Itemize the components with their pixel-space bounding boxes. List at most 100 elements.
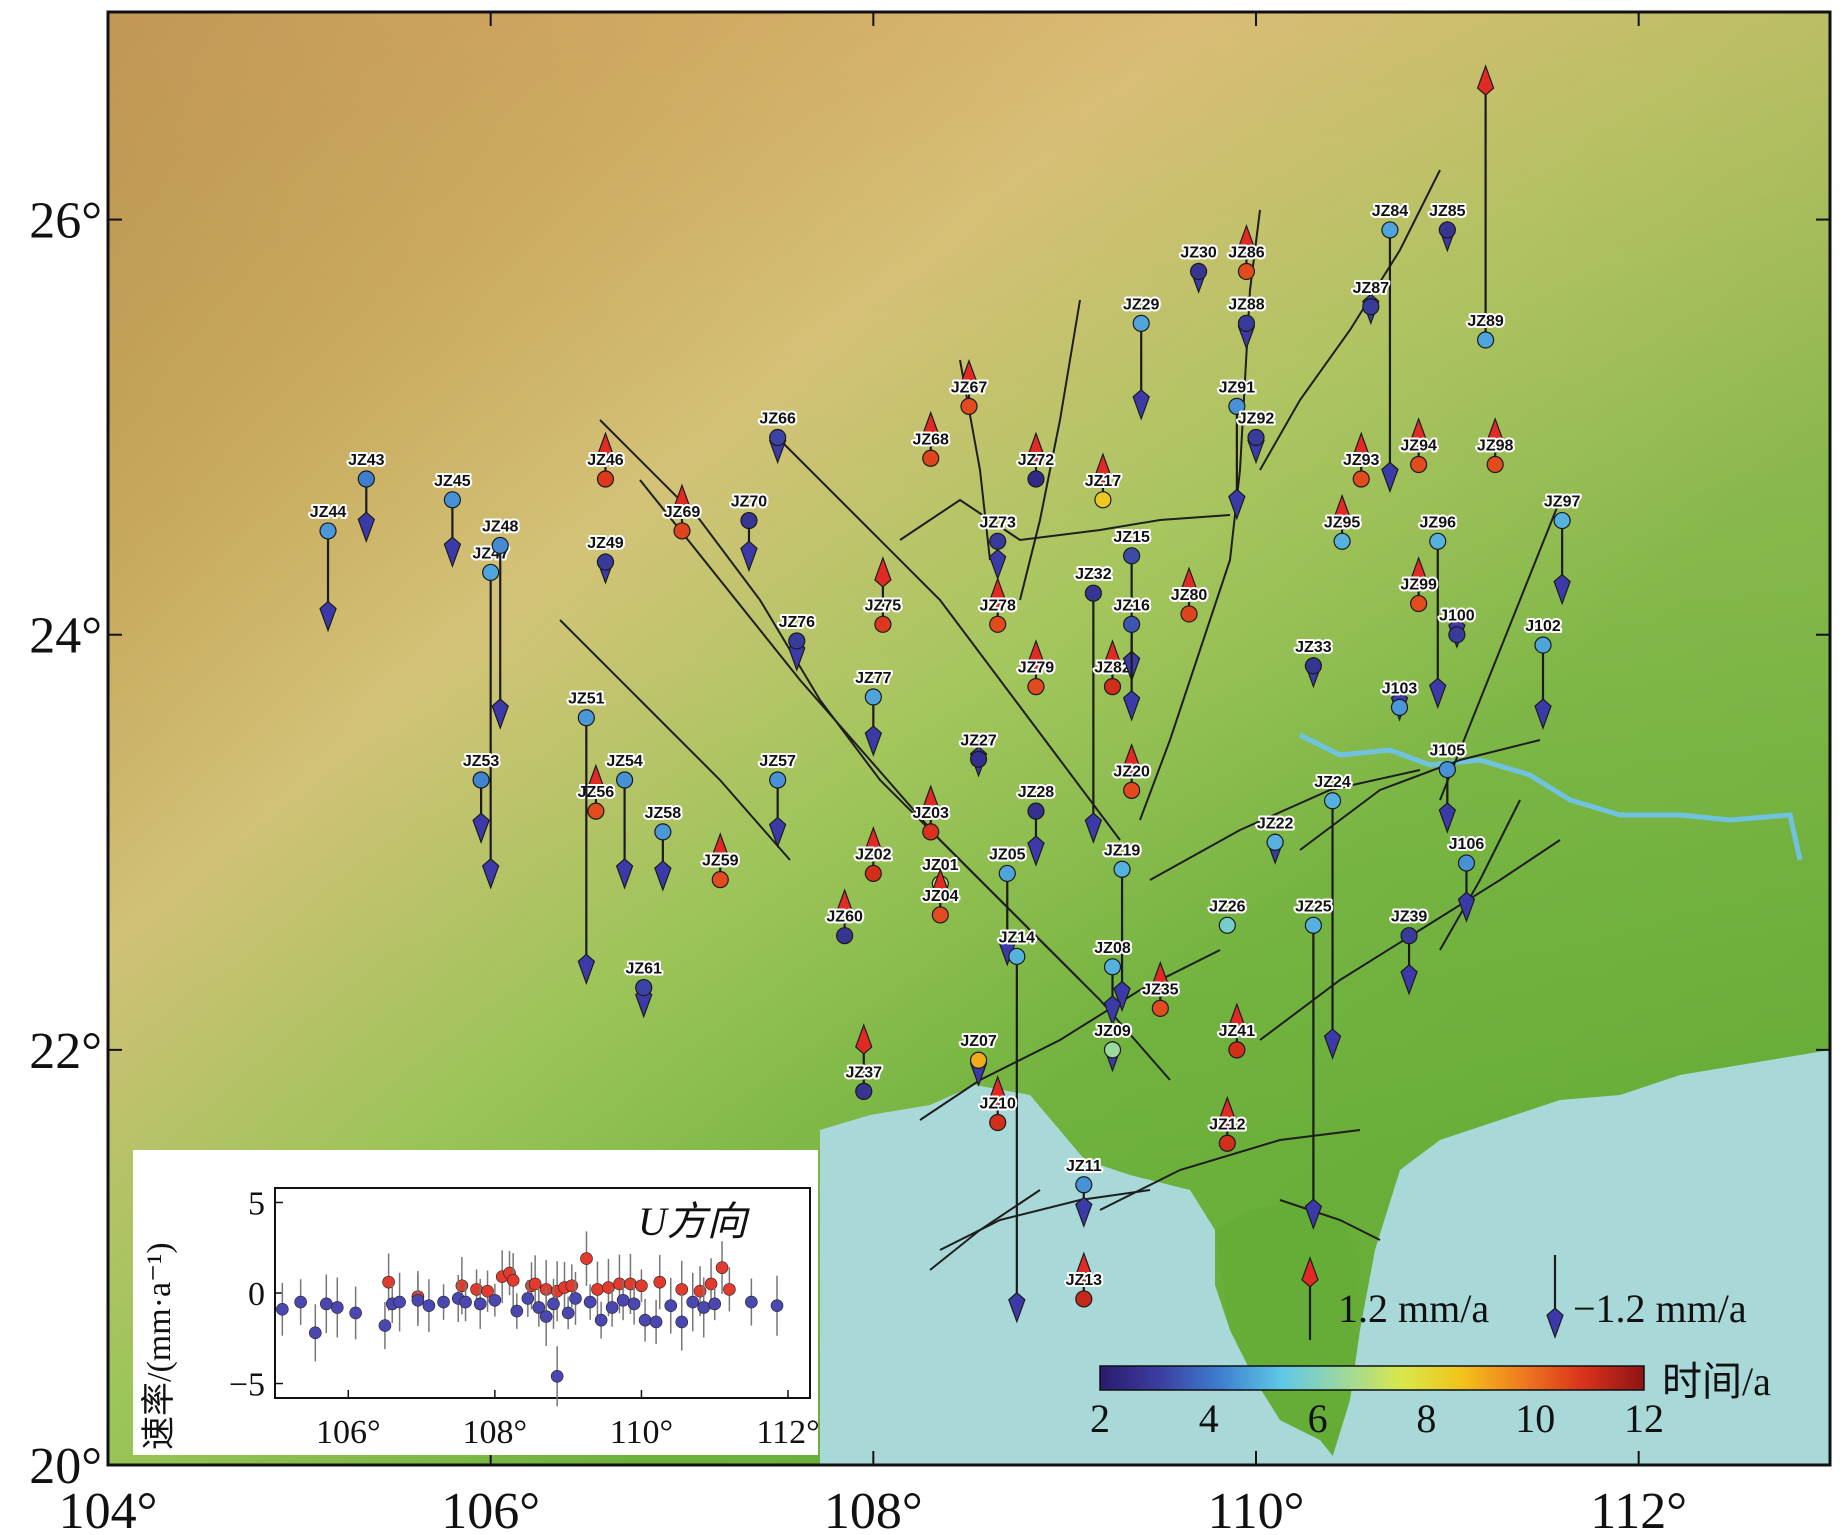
station-label: JZ45 bbox=[434, 473, 471, 490]
station-label-halo: JZ44 bbox=[310, 504, 347, 521]
station-marker bbox=[1237, 262, 1256, 281]
station-label-halo: JZ39 bbox=[1391, 909, 1428, 926]
velocity-arrow-head bbox=[1027, 835, 1045, 867]
inset-point bbox=[510, 1304, 524, 1318]
station-marker bbox=[1075, 1176, 1093, 1194]
station-marker bbox=[1333, 532, 1351, 550]
velocity-arrow-head bbox=[988, 1075, 1007, 1107]
station-label-halo: JZ43 bbox=[348, 452, 385, 469]
station-label-halo: JZ11 bbox=[1066, 1158, 1102, 1175]
inset-point bbox=[488, 1293, 502, 1307]
ref-down-label: −1.2 mm/a bbox=[1573, 1286, 1747, 1331]
station-label: JZ72 bbox=[1018, 452, 1055, 469]
station-label-halo: JZ66 bbox=[759, 411, 796, 428]
station-label: JZ98 bbox=[1477, 438, 1514, 455]
velocity-arrow-head bbox=[1122, 689, 1141, 722]
station-marker bbox=[1151, 999, 1169, 1017]
station-marker bbox=[1075, 1290, 1093, 1308]
station-label-halo: JZ48 bbox=[482, 518, 519, 535]
colorbar-tick-label: 6 bbox=[1308, 1396, 1328, 1441]
station-label: J103 bbox=[1382, 680, 1418, 697]
station-label: JZ32 bbox=[1075, 566, 1112, 583]
inset-point bbox=[330, 1301, 344, 1314]
station-marker bbox=[1476, 331, 1495, 349]
velocity-arrow-head bbox=[596, 431, 615, 464]
station-marker bbox=[596, 553, 615, 571]
station-label: JZ30 bbox=[1180, 244, 1217, 261]
station-label: JZ01 bbox=[922, 857, 959, 874]
station-label-halo: JZ75 bbox=[865, 597, 902, 614]
velocity-arrow-head bbox=[874, 556, 892, 588]
station-marker bbox=[836, 927, 854, 945]
velocity-arrow-head bbox=[1409, 556, 1428, 588]
station-label: JZ29 bbox=[1123, 296, 1160, 313]
station-label: JZ60 bbox=[826, 909, 863, 926]
station-label-halo: JZ30 bbox=[1180, 244, 1217, 261]
station-label: JZ89 bbox=[1467, 313, 1504, 330]
velocity-arrow-head bbox=[673, 483, 691, 516]
station-label-halo: JZ46 bbox=[587, 452, 624, 469]
lon-tick-label: 104° bbox=[59, 1483, 158, 1535]
map-border bbox=[106, 10, 1832, 1467]
station-label-halo: JZ60 bbox=[826, 909, 863, 926]
station-label-halo: JZ32 bbox=[1075, 566, 1112, 583]
velocity-arrow-head bbox=[1457, 891, 1476, 923]
station-label-halo: J105 bbox=[1430, 743, 1466, 760]
station-marker bbox=[472, 771, 490, 789]
station-marker bbox=[969, 1051, 988, 1069]
velocity-arrow-head bbox=[491, 698, 509, 730]
inset-point bbox=[638, 1313, 652, 1327]
velocity-arrow-head bbox=[587, 763, 605, 796]
station-marker bbox=[1438, 221, 1456, 239]
station-marker bbox=[1103, 958, 1122, 976]
station-label: JZ07 bbox=[960, 1033, 997, 1050]
station-marker bbox=[1438, 761, 1456, 779]
velocity-arrow-head bbox=[864, 826, 883, 858]
inset-point bbox=[276, 1302, 289, 1316]
station-label-halo: JZ28 bbox=[1018, 784, 1055, 801]
inset-point bbox=[294, 1295, 307, 1309]
station-marker bbox=[769, 428, 787, 447]
inset-chart: U方向 速率/(mm·a⁻¹) 106° 108° 110° 112° 5 0 −5 bbox=[133, 1150, 820, 1455]
velocity-arrow-head bbox=[1438, 802, 1457, 834]
station-label-halo: JZ61 bbox=[625, 961, 662, 978]
lat-tick-label: 22° bbox=[29, 1023, 102, 1080]
inset-point bbox=[393, 1295, 406, 1309]
inset-point bbox=[583, 1295, 597, 1309]
station-marker bbox=[922, 449, 940, 467]
station-marker bbox=[654, 823, 672, 841]
station-label: JZ77 bbox=[855, 670, 892, 687]
station-label: JZ41 bbox=[1219, 1023, 1256, 1040]
station-label-halo: JZ95 bbox=[1324, 514, 1361, 531]
inset-x-tick-label: 112° bbox=[756, 1414, 819, 1451]
inset-point bbox=[459, 1295, 472, 1309]
inset-point bbox=[349, 1306, 362, 1320]
station-marker bbox=[1103, 1041, 1122, 1059]
station-label: JZ78 bbox=[979, 597, 1016, 614]
station-label-halo: JZ35 bbox=[1142, 981, 1179, 998]
station-label: J102 bbox=[1525, 618, 1561, 635]
velocity-arrow-head bbox=[922, 410, 940, 443]
colorbar-ticks: 2 4 6 8 10 12 bbox=[1090, 1396, 1664, 1441]
station-label-halo: JZ01 bbox=[922, 857, 959, 874]
station-label-halo: JZ82 bbox=[1094, 660, 1131, 677]
velocity-arrow-head bbox=[1113, 980, 1131, 1013]
velocity-arrow-head bbox=[481, 858, 500, 890]
station-label: J100 bbox=[1439, 608, 1475, 625]
station-label-halo: JZ99 bbox=[1400, 577, 1437, 594]
station-marker bbox=[596, 470, 615, 488]
